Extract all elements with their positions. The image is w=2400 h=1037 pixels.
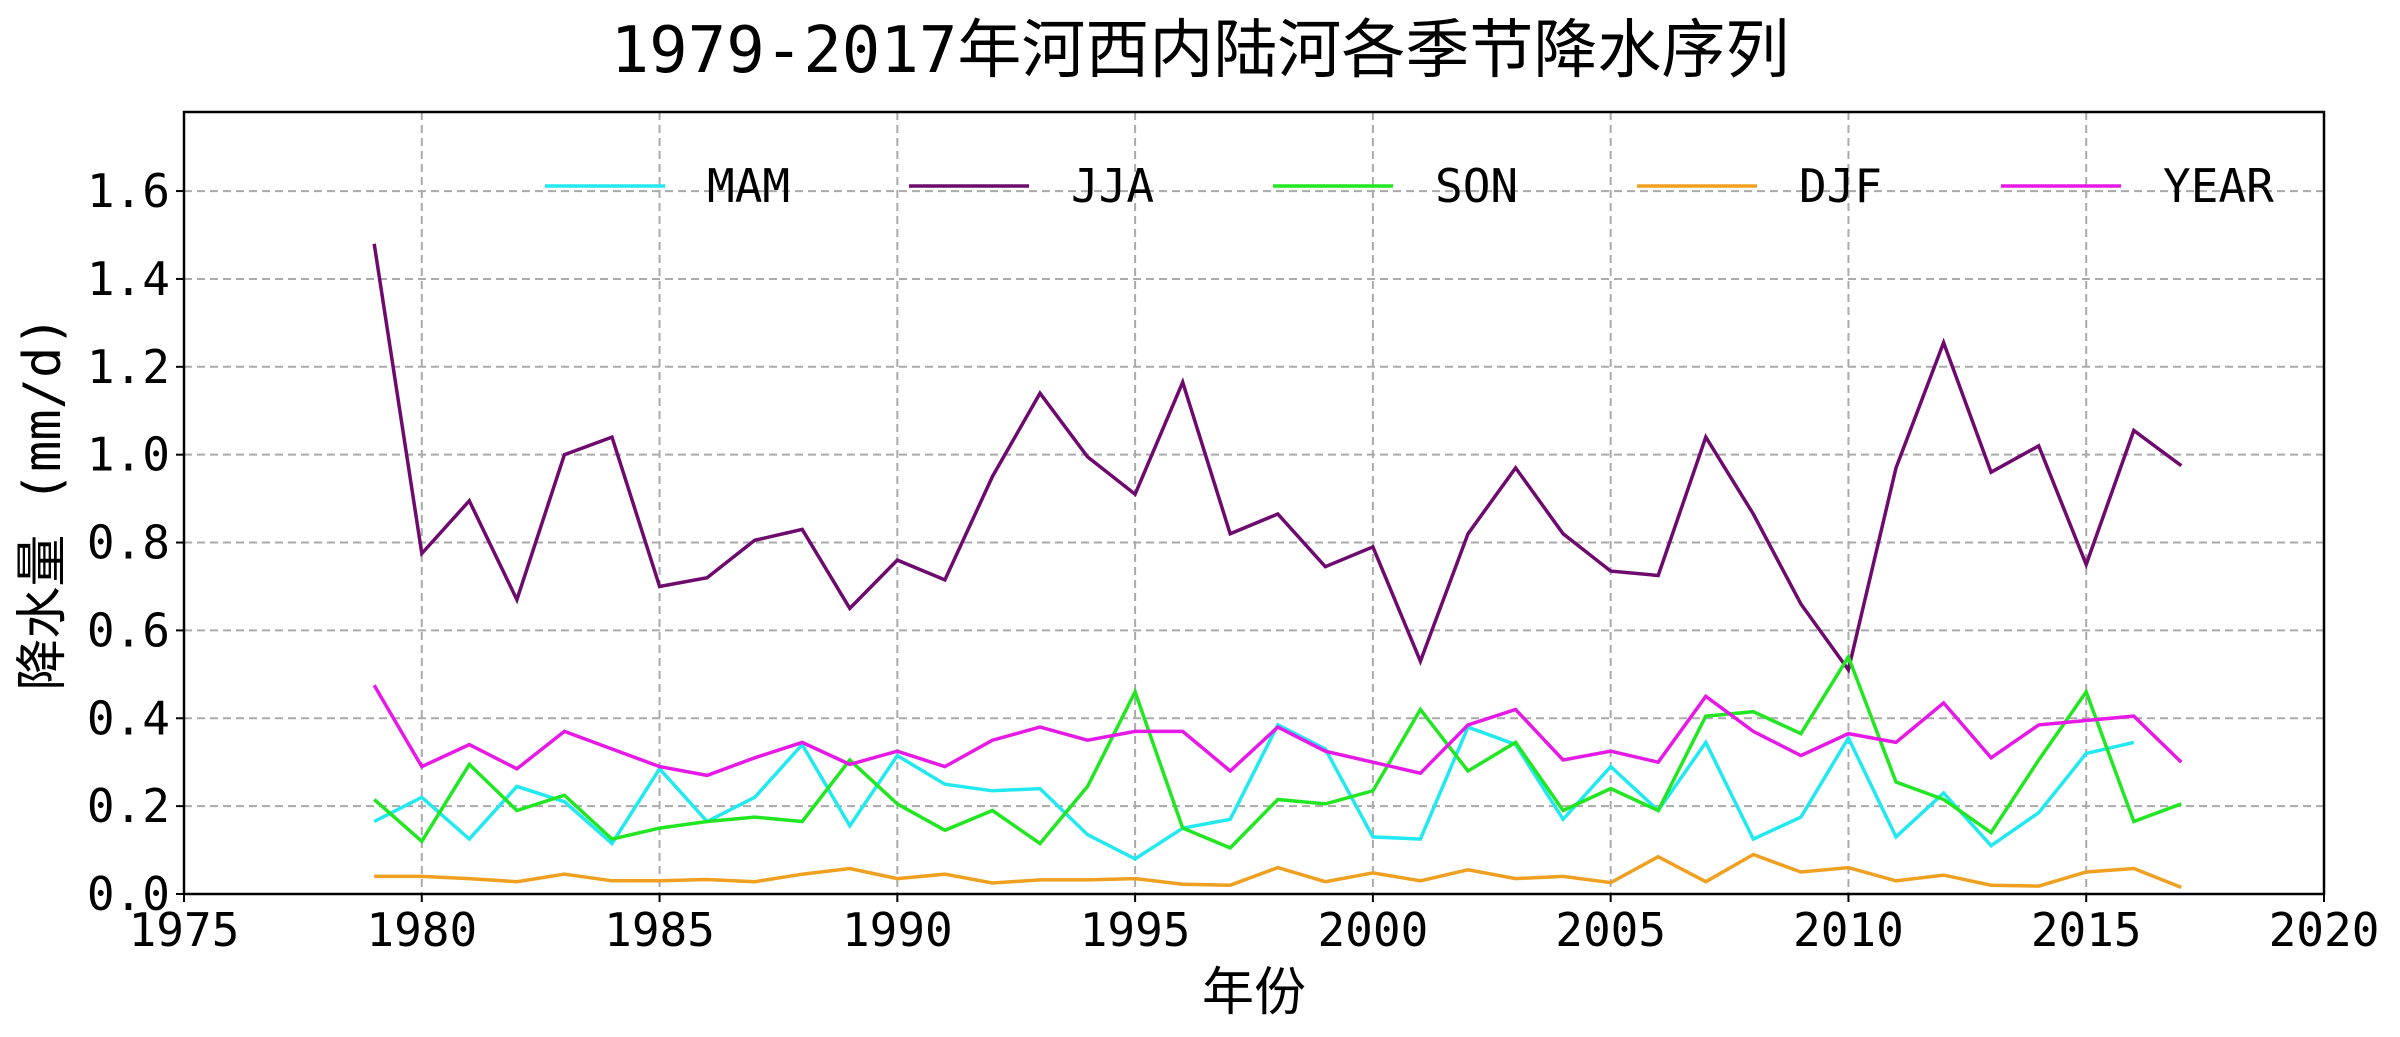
x-ticks: 1975 1980 1985 1990 1995 2000 2005 2010 2015 2020 bbox=[129, 894, 2380, 957]
y-tick-label: 0.6 bbox=[87, 603, 170, 657]
x-tick-label: 1985 bbox=[604, 903, 715, 957]
x-tick-label: 2010 bbox=[1793, 903, 1904, 957]
legend-label-mam: MAM bbox=[707, 159, 790, 213]
y-ticks: 0.0 0.2 0.4 0.6 0.8 1.0 1.2 1.4 1.6 bbox=[87, 164, 184, 921]
x-tick-label: 1975 bbox=[129, 903, 240, 957]
y-tick-label: 1.2 bbox=[87, 340, 170, 394]
x-tick-label: 2020 bbox=[2269, 903, 2380, 957]
series-line-son bbox=[373, 652, 2182, 850]
legend: MAM JJA SON DJF YEAR bbox=[545, 159, 2274, 213]
legend-label-son: SON bbox=[1435, 159, 1518, 213]
chart-title: 1979-2017年河西内陆河各季节降水序列 bbox=[611, 14, 1790, 88]
x-axis-label: 年份 bbox=[1202, 963, 1306, 1023]
x-tick-label: 2005 bbox=[1555, 903, 1666, 957]
legend-label-djf: DJF bbox=[1799, 159, 1882, 213]
x-tick-label: 1980 bbox=[366, 903, 477, 957]
series-lines bbox=[372, 243, 2183, 890]
series-line-jja bbox=[372, 243, 2183, 675]
y-tick-label: 0.2 bbox=[87, 779, 170, 833]
series-line-djf bbox=[374, 852, 2182, 890]
y-tick-label: 1.4 bbox=[87, 252, 170, 306]
plot-frame bbox=[182, 110, 2326, 896]
grid bbox=[183, 112, 2325, 894]
x-tick-label: 2000 bbox=[1317, 903, 1428, 957]
y-tick-label: 1.6 bbox=[87, 164, 170, 218]
series-line-mam bbox=[373, 722, 2135, 861]
y-tick-label: 0.8 bbox=[87, 516, 170, 570]
y-tick-label: 0.0 bbox=[87, 867, 170, 921]
series-line-year bbox=[372, 684, 2183, 778]
legend-label-jja: JJA bbox=[1071, 159, 1154, 213]
y-axis-label: 降水量 (mm/d) bbox=[13, 315, 73, 690]
y-tick-label: 0.4 bbox=[87, 691, 170, 745]
legend-label-year: YEAR bbox=[2163, 159, 2274, 213]
x-tick-label: 1990 bbox=[842, 903, 953, 957]
x-tick-label: 1995 bbox=[1080, 903, 1191, 957]
x-tick-label: 2015 bbox=[2031, 903, 2142, 957]
y-tick-label: 1.0 bbox=[87, 428, 170, 482]
